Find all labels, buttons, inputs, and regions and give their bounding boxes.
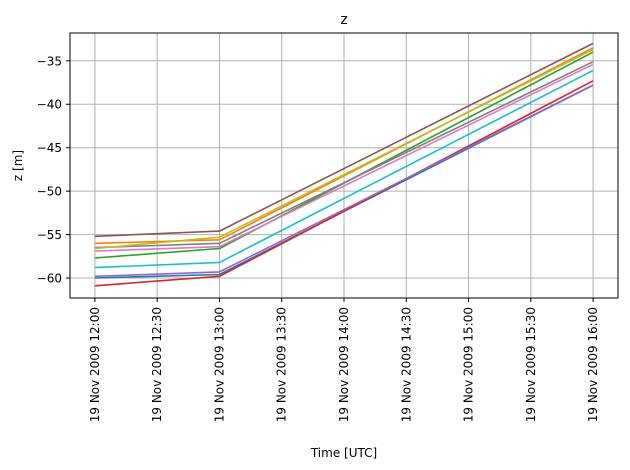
series-line-6 (94, 42, 594, 238)
y-tick-label: −35 (37, 54, 62, 68)
x-tick-label: 19 Nov 2009 15:30 (524, 307, 538, 422)
x-tick-label: 19 Nov 2009 15:00 (462, 307, 476, 422)
series-line-10 (94, 69, 594, 269)
x-tick-label: 19 Nov 2009 13:00 (212, 307, 226, 422)
x-axis-label: Time [UTC] (310, 446, 377, 460)
x-tick-label: 19 Nov 2009 12:30 (150, 307, 164, 422)
x-tick-label: 19 Nov 2009 12:00 (88, 307, 102, 422)
chart-title: z (340, 12, 347, 28)
y-tick-label: −55 (37, 228, 62, 242)
series-line-7 (94, 63, 594, 252)
x-tick-label: 19 Nov 2009 13:30 (275, 307, 289, 422)
y-axis-label: z [m] (11, 150, 25, 181)
series-lines (94, 42, 594, 287)
x-tick-label: 19 Nov 2009 14:00 (337, 307, 351, 422)
x-axis: 19 Nov 2009 12:00 19 Nov 2009 12:30 19 Nov… (88, 298, 600, 422)
x-tick-label: 19 Nov 2009 16:00 (586, 307, 600, 422)
y-tick-label: −50 (37, 185, 62, 199)
series-line-9 (94, 48, 594, 250)
y-axis: −35 −40 −45 −50 −55 −60 (37, 54, 70, 286)
series-line-4 (94, 80, 594, 287)
x-tick-label: 19 Nov 2009 14:30 (399, 307, 413, 422)
series-line-5 (94, 84, 594, 278)
series-line-8 (94, 60, 594, 249)
series-line-3 (94, 51, 594, 259)
y-tick-label: −40 (37, 98, 62, 112)
y-tick-label: −60 (37, 272, 62, 286)
y-tick-label: −45 (37, 141, 62, 155)
